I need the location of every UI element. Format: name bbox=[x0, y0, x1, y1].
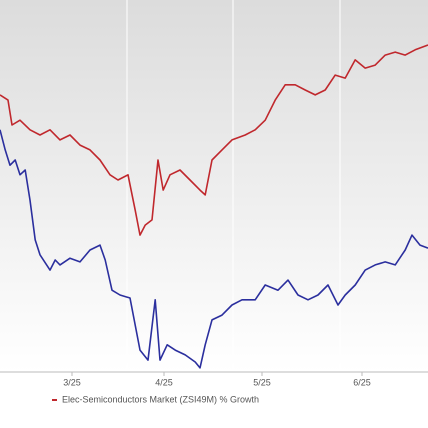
line bbox=[0, 44, 428, 236]
x-tick-label: 3/25 bbox=[63, 377, 81, 387]
line bbox=[0, 129, 428, 369]
plot-background bbox=[0, 0, 428, 372]
x-tick-label: 4/25 bbox=[155, 377, 173, 387]
x-tick-label: 6/25 bbox=[353, 377, 371, 387]
x-tick-label: 5/25 bbox=[253, 377, 271, 387]
legend-label: Elec-Semiconductors Market (ZSI49M) % Gr… bbox=[62, 394, 259, 404]
